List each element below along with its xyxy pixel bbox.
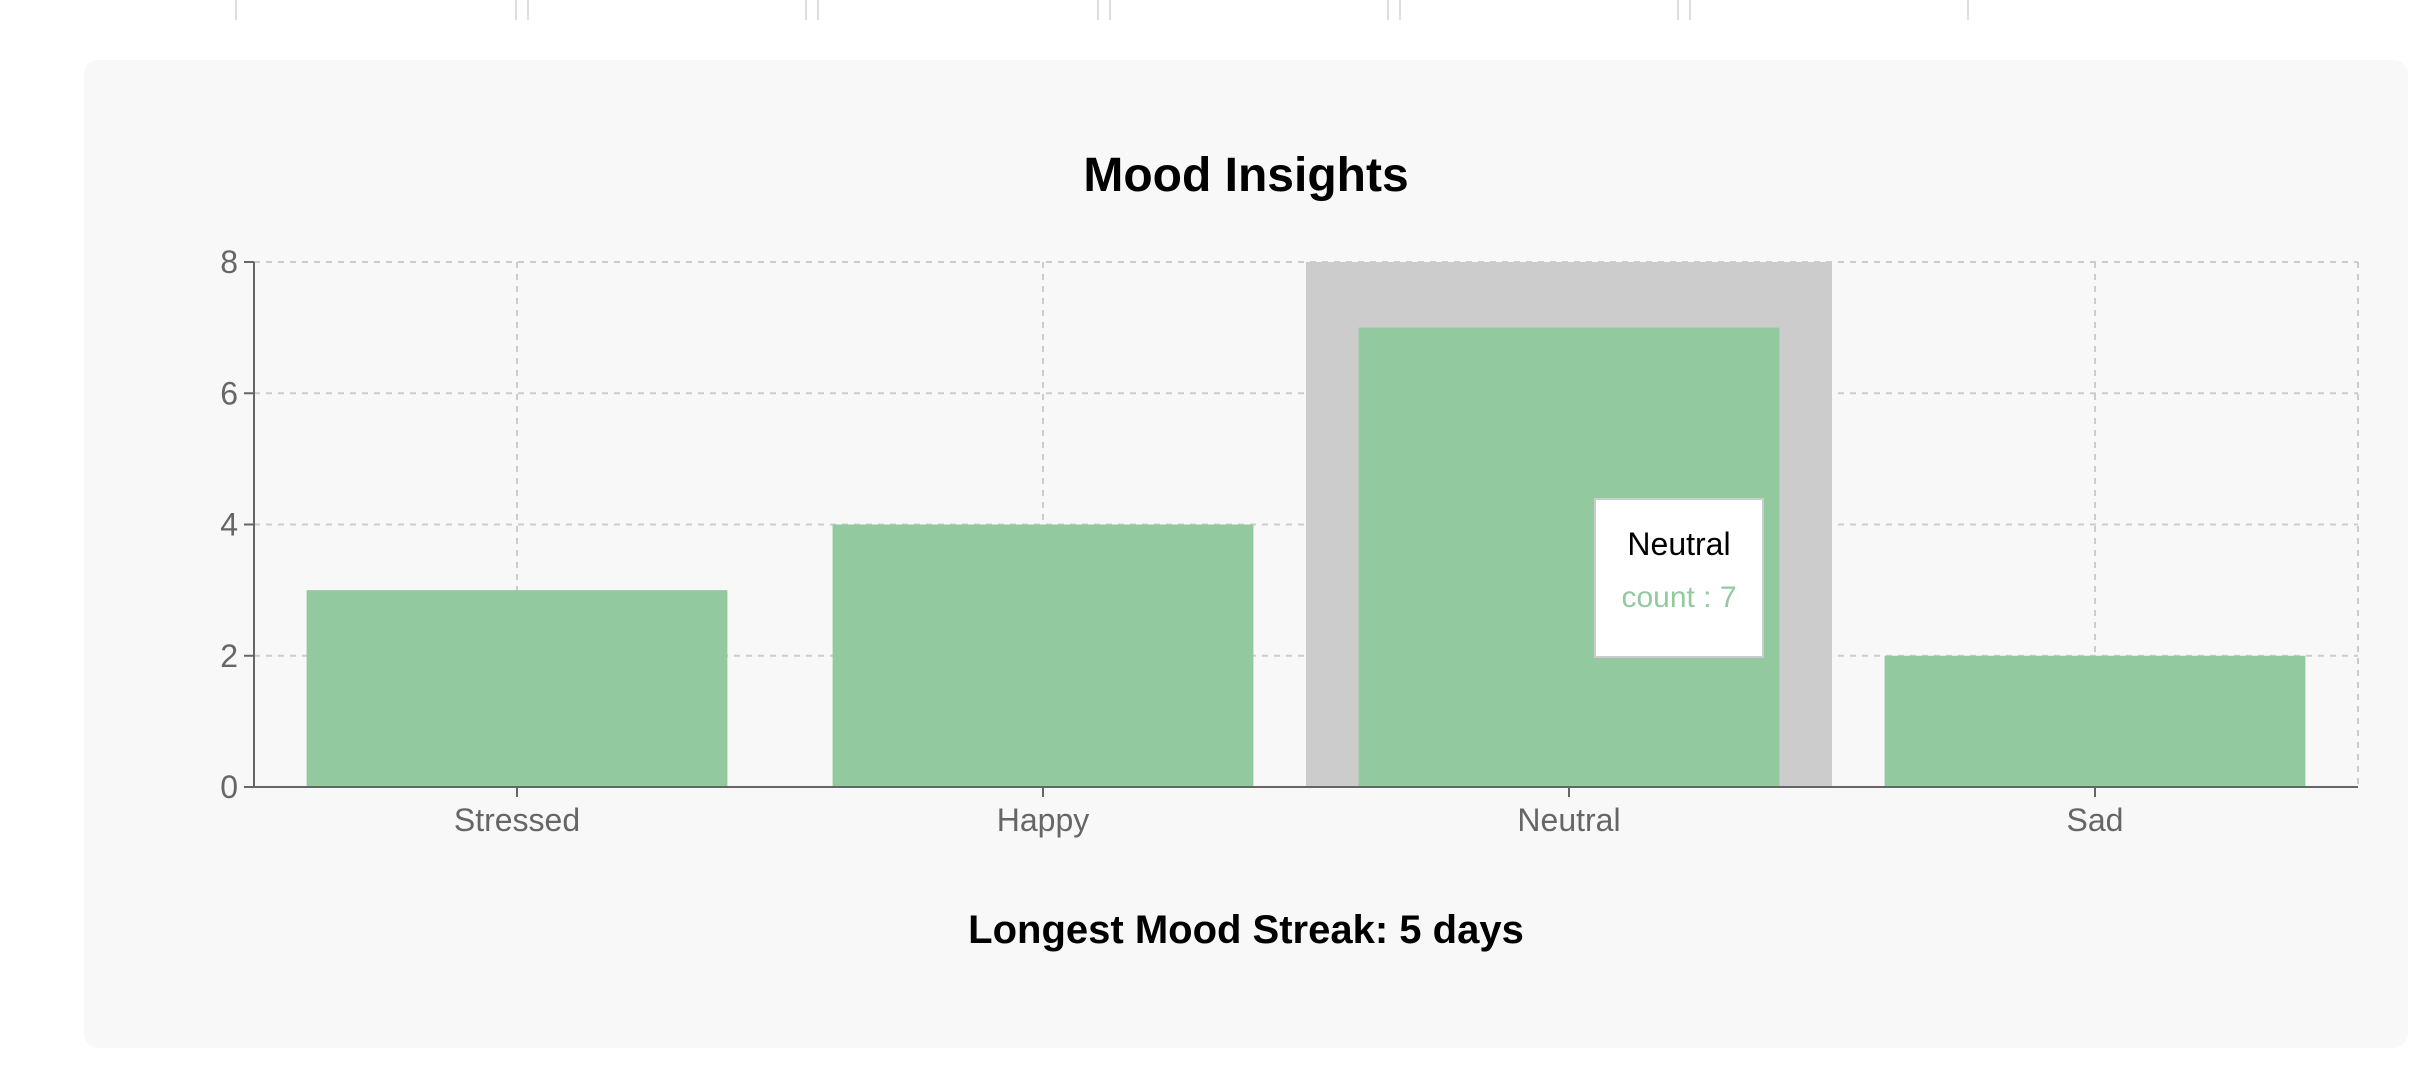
longest-streak-text: Longest Mood Streak: 5 days xyxy=(968,908,1524,952)
x-tick-label: Sad xyxy=(2067,802,2124,838)
tooltip-label: Neutral xyxy=(1627,526,1731,562)
top-table-remnant xyxy=(235,0,1969,20)
x-tick-label: Happy xyxy=(997,802,1090,838)
x-tick-label: Neutral xyxy=(1517,802,1620,838)
mood-bar-chart: 0 2 4 6 8 Stressed Happy Neutral Sad xyxy=(220,244,2359,838)
y-tick-label: 6 xyxy=(220,375,238,411)
chart-tooltip: Neutral count : 7 xyxy=(1594,498,1764,658)
tooltip-value: count : 7 xyxy=(1621,581,1737,614)
mood-insights-card: Mood Insights 0 2 4 6 8 Stressed Happy Neutral S… xyxy=(84,60,2408,1048)
bar-stressed xyxy=(306,590,728,787)
chart-title: Mood Insights xyxy=(1083,149,1409,202)
y-tick-label: 0 xyxy=(220,769,238,805)
y-tick-label: 2 xyxy=(220,638,238,674)
bar-happy xyxy=(832,524,1254,787)
bar-sad xyxy=(1884,655,2306,787)
x-tick-label: Stressed xyxy=(454,802,580,838)
y-tick-label: 8 xyxy=(220,244,238,280)
y-tick-label: 4 xyxy=(220,507,238,543)
